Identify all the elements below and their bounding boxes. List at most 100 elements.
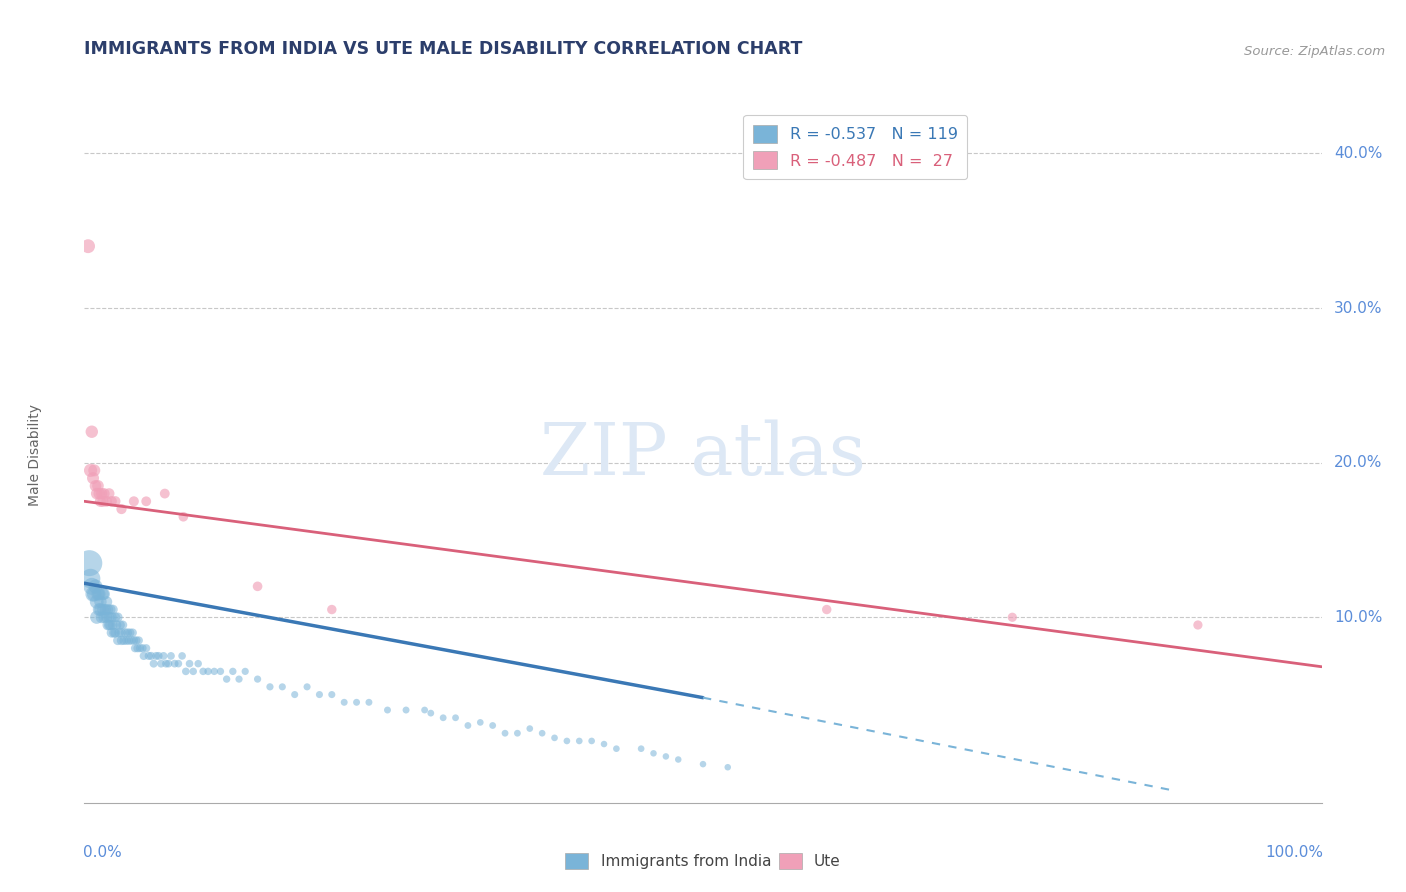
Point [555,734,578,748]
Point [127,641,149,656]
Point [91,602,114,616]
Point [191,665,214,679]
Point [93,587,115,601]
Point [89,494,111,508]
Point [80,425,103,439]
Point [246,579,269,593]
Point [666,752,689,766]
Point [605,741,627,756]
Point [271,680,294,694]
Point [132,648,155,663]
Point [181,665,204,679]
Point [98,618,121,632]
Point [163,657,186,671]
Point [89,587,111,601]
Point [82,587,104,601]
Point [630,741,652,756]
Point [284,688,307,702]
Point [100,610,122,624]
Point [481,718,503,732]
Point [87,479,110,493]
Point [131,641,153,656]
Point [112,633,135,648]
Point [145,648,167,663]
Point [153,486,176,500]
Point [413,703,436,717]
Point [531,726,554,740]
Point [457,718,479,732]
Point [79,556,101,570]
Point [110,618,132,632]
Point [593,737,616,751]
Point [717,760,740,774]
Point [89,602,111,616]
Point [107,610,129,624]
Point [152,648,174,663]
Point [655,749,678,764]
Point [124,641,146,656]
Text: 10.0%: 10.0% [1334,610,1382,624]
Point [98,610,121,624]
Point [1001,610,1024,624]
Point [419,706,441,720]
Point [519,722,541,736]
Point [346,695,368,709]
Point [172,648,194,663]
Point [96,595,118,609]
Point [96,610,118,624]
Point [377,703,399,717]
Point [98,618,121,632]
Point [84,479,107,493]
Point [98,602,121,616]
Legend: Immigrants from India, Ute: Immigrants from India, Ute [560,847,846,875]
Text: IMMIGRANTS FROM INDIA VS UTE MALE DISABILITY CORRELATION CHART: IMMIGRANTS FROM INDIA VS UTE MALE DISABI… [84,40,803,58]
Text: 0.0%: 0.0% [83,845,122,860]
Point [114,625,136,640]
Point [160,648,183,663]
Point [432,711,454,725]
Point [84,579,107,593]
Point [111,618,134,632]
Point [138,648,160,663]
Point [120,625,142,640]
Point [96,494,118,508]
Point [150,657,173,671]
Point [110,502,132,516]
Point [89,486,111,500]
Point [122,633,145,648]
Point [104,610,127,624]
Point [246,672,269,686]
Point [209,665,232,679]
Point [118,633,141,648]
Point [506,726,529,740]
Point [101,618,124,632]
Point [101,602,124,616]
Point [108,625,131,640]
Point [494,726,516,740]
Point [643,747,665,761]
Point [157,657,180,671]
Point [100,494,122,508]
Point [141,648,163,663]
Point [155,657,177,671]
Text: 40.0%: 40.0% [1334,146,1382,161]
Point [87,587,110,601]
Point [79,463,101,477]
Point [122,494,145,508]
Point [167,657,190,671]
Point [110,625,132,640]
Point [97,602,120,616]
Point [103,625,125,640]
Point [187,657,209,671]
Point [129,641,152,656]
Point [135,494,157,508]
Point [128,633,150,648]
Point [107,633,129,648]
Point [148,648,170,663]
Point [395,703,418,717]
Point [90,610,112,624]
Point [568,734,591,748]
Point [197,665,219,679]
Point [357,695,380,709]
Point [202,665,225,679]
